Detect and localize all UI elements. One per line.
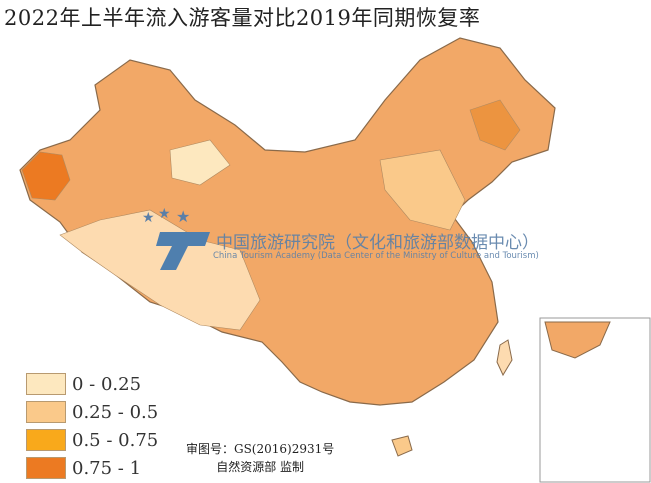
- watermark-en: China Tourism Academy (Data Center of th…: [213, 251, 539, 261]
- china-outline: [19, 37, 556, 406]
- legend-label: 0.5 - 0.75: [72, 429, 159, 451]
- inset-coast: [544, 321, 611, 359]
- legend-label: 0 - 0.25: [72, 373, 142, 395]
- region-xinjiang-north: [169, 139, 231, 186]
- legend: 0 - 0.25 0.25 - 0.5 0.5 - 0.75 0.75 - 1: [26, 370, 158, 482]
- legend-swatch: [26, 373, 66, 395]
- legend-item: 0.25 - 0.5: [26, 398, 158, 426]
- region-taiwan: [496, 339, 513, 377]
- legend-swatch: [26, 457, 66, 479]
- region-xinjiang-west: [21, 151, 71, 201]
- region-east: [379, 149, 466, 231]
- map-title: 2022年上半年流入游客量对比2019年同期恢复率: [4, 6, 481, 30]
- svg-text:★: ★: [158, 206, 171, 222]
- watermark-cn: 中国旅游研究院（文化和旅游部数据中心）: [216, 233, 539, 253]
- approval-number: 审图号：GS(2016)2931号: [186, 442, 335, 456]
- legend-label: 0.75 - 1: [72, 457, 142, 479]
- legend-swatch: [26, 401, 66, 423]
- svg-text:★: ★: [176, 207, 190, 226]
- logo-stars: ★ ★ ★: [142, 206, 190, 226]
- svg-text:★: ★: [142, 210, 155, 226]
- legend-item: 0.5 - 0.75: [26, 426, 158, 454]
- logo-t-mark: [156, 232, 210, 270]
- legend-label: 0.25 - 0.5: [72, 401, 159, 423]
- legend-swatch: [26, 429, 66, 451]
- region-northeast: [469, 99, 521, 151]
- map-approval-note: 审图号：GS(2016)2931号 自然资源部 监制: [186, 440, 334, 476]
- region-hainan: [391, 435, 413, 457]
- legend-item: 0.75 - 1: [26, 454, 158, 482]
- legend-item: 0 - 0.25: [26, 370, 158, 398]
- approval-authority: 自然资源部 监制: [216, 460, 305, 474]
